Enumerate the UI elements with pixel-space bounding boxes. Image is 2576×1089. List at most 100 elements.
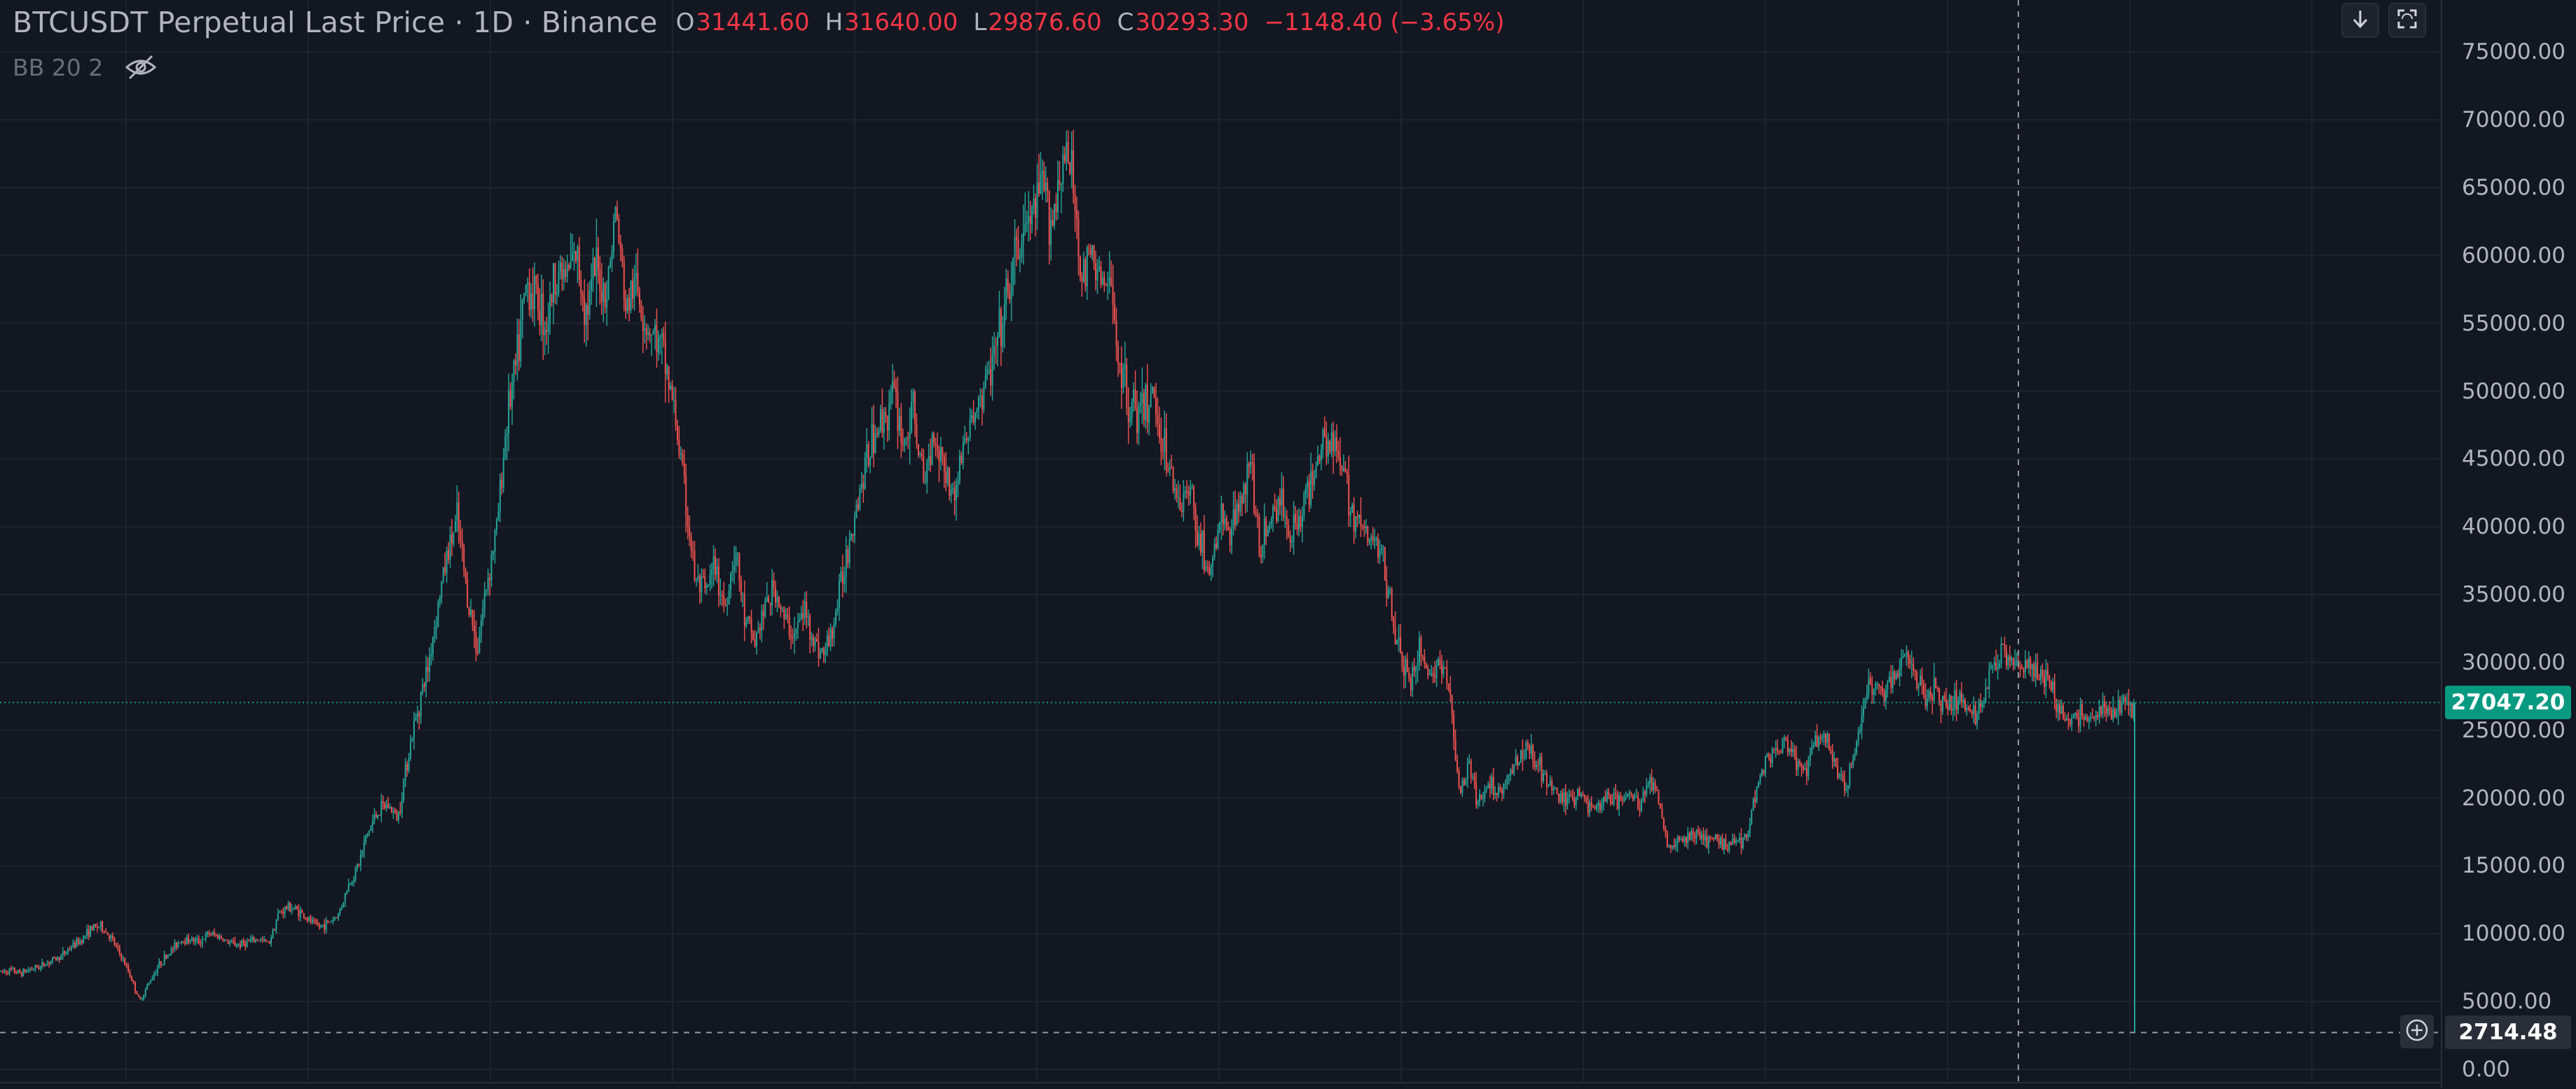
candle-body bbox=[625, 299, 627, 312]
candle-body bbox=[556, 293, 558, 295]
candle-body bbox=[1782, 740, 1784, 753]
candle-body bbox=[446, 550, 448, 574]
price-tick: 45000.00 bbox=[2462, 446, 2565, 472]
candle-body bbox=[2004, 645, 2006, 651]
candle-body bbox=[1346, 472, 1348, 475]
candle-body bbox=[286, 907, 288, 909]
symbol-title[interactable]: BTCUSDT Perpetual Last Price · 1D · Bina… bbox=[13, 6, 658, 39]
candle-body bbox=[1112, 285, 1114, 305]
candle-body bbox=[1101, 277, 1103, 284]
time-axis[interactable] bbox=[0, 1082, 2441, 1089]
candle-body bbox=[1238, 504, 1239, 512]
eye-crossed-icon[interactable] bbox=[121, 52, 160, 83]
candle-body bbox=[1160, 438, 1162, 452]
candle-body bbox=[415, 717, 417, 721]
candle-body bbox=[1198, 534, 1200, 546]
candle-body bbox=[1460, 786, 1461, 793]
candle-body bbox=[1506, 775, 1508, 784]
candle-body bbox=[203, 938, 205, 940]
price-chart[interactable] bbox=[0, 0, 2441, 1088]
candle-body bbox=[391, 806, 393, 812]
candle-body bbox=[1999, 663, 2001, 667]
candle-body bbox=[841, 571, 843, 584]
candle-body bbox=[1961, 692, 1963, 703]
candle-body bbox=[705, 585, 708, 588]
candle-body bbox=[860, 483, 862, 488]
candle-body bbox=[396, 812, 398, 821]
plus-circle-icon bbox=[2404, 1018, 2430, 1046]
plot-area[interactable]: BTCUSDT Perpetual Last Price · 1D · Bina… bbox=[0, 0, 2441, 1088]
candle-body bbox=[404, 764, 406, 781]
candle-body bbox=[427, 667, 429, 672]
candle-body bbox=[1218, 522, 1220, 530]
candle-body bbox=[1618, 796, 1620, 810]
candle-body bbox=[2012, 658, 2014, 665]
candle-body bbox=[958, 455, 960, 481]
candle-body bbox=[761, 611, 763, 631]
candle-body bbox=[1920, 675, 1922, 686]
candle-body bbox=[186, 936, 188, 945]
candle-body bbox=[1837, 765, 1839, 778]
candle-body bbox=[1012, 258, 1014, 284]
candle-body bbox=[1183, 493, 1185, 512]
candle-body bbox=[1310, 471, 1312, 506]
price-scale[interactable]: 75000.00 70000.00 65000.00 60000.00 5500… bbox=[2441, 0, 2576, 1088]
candle-body bbox=[553, 263, 554, 303]
candle-body bbox=[2064, 719, 2066, 721]
candle-body bbox=[1842, 774, 1844, 781]
candle-body bbox=[1901, 658, 1903, 667]
candle-body bbox=[1323, 429, 1325, 437]
candle-body bbox=[1895, 673, 1897, 679]
add-alert-button[interactable] bbox=[2400, 1015, 2434, 1048]
candle-body bbox=[103, 931, 105, 932]
study-name[interactable]: BB 20 2 bbox=[13, 53, 104, 81]
candle-body bbox=[1456, 760, 1459, 771]
candle-body bbox=[923, 456, 925, 483]
candle-body bbox=[489, 577, 491, 581]
candle-body bbox=[778, 596, 780, 606]
candle-body bbox=[299, 910, 301, 917]
candle-body bbox=[470, 609, 472, 616]
fullscreen-button[interactable] bbox=[2388, 3, 2426, 38]
candle-body bbox=[1314, 478, 1316, 485]
candle-body bbox=[1257, 514, 1259, 517]
candle-body bbox=[58, 957, 60, 960]
candle-body bbox=[807, 616, 809, 618]
candle-body bbox=[1003, 305, 1005, 325]
candle-body bbox=[876, 433, 878, 435]
candle-body bbox=[1413, 667, 1415, 672]
candle-body bbox=[1070, 150, 1073, 174]
candle-body bbox=[265, 939, 267, 942]
candle-body bbox=[623, 261, 625, 300]
candle-body bbox=[1740, 838, 1742, 848]
candle-body bbox=[829, 628, 832, 646]
candle-body bbox=[969, 419, 971, 438]
candle-body bbox=[654, 325, 656, 332]
candle-body bbox=[892, 380, 894, 392]
candle-body bbox=[223, 939, 226, 941]
candle-body bbox=[19, 969, 21, 973]
candles bbox=[0, 130, 2135, 1001]
candle-body bbox=[1923, 684, 1924, 695]
candle-body bbox=[1814, 735, 1817, 746]
candle-body bbox=[1286, 515, 1288, 525]
candle-body bbox=[141, 999, 143, 1000]
candle-body bbox=[10, 968, 12, 969]
candle-body bbox=[182, 941, 184, 942]
candle-body bbox=[478, 635, 481, 653]
candle-body bbox=[1057, 180, 1059, 213]
candle-body bbox=[1959, 692, 1961, 702]
candle-body bbox=[888, 403, 890, 431]
candle-body bbox=[800, 613, 802, 620]
candle-body bbox=[1637, 796, 1639, 808]
price-tick: 30000.00 bbox=[2462, 649, 2565, 675]
candle-body bbox=[1265, 518, 1267, 536]
candle-body bbox=[201, 939, 203, 945]
candle-body bbox=[1903, 654, 1906, 656]
candle-body bbox=[1377, 537, 1379, 558]
candle-body bbox=[483, 590, 485, 609]
candle-body bbox=[881, 409, 883, 433]
candle-body bbox=[595, 247, 598, 277]
scroll-to-latest-button[interactable] bbox=[2341, 3, 2379, 38]
